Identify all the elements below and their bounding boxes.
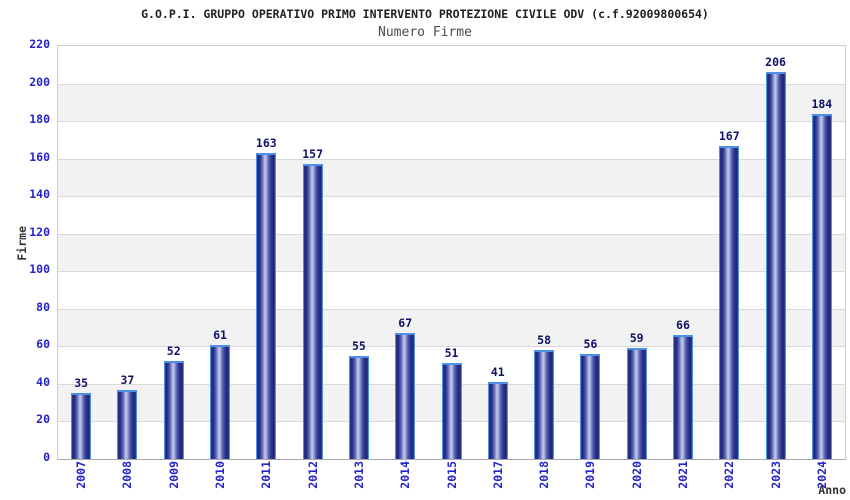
gridline xyxy=(58,121,845,123)
bar-2022 xyxy=(719,145,740,459)
bar-value-label: 163 xyxy=(255,136,277,151)
y-tick-label: 0 xyxy=(43,450,50,464)
bar-2009 xyxy=(163,361,184,459)
y-tick-label: 120 xyxy=(29,224,50,239)
chart-subtitle: Numero Firme xyxy=(378,25,472,40)
bar-2019 xyxy=(580,353,601,459)
y-tick-label: 100 xyxy=(29,262,50,277)
bar-2021 xyxy=(672,335,693,459)
bar-2008 xyxy=(117,389,138,459)
y-tick-label: 140 xyxy=(29,187,50,202)
y-tick-label: 160 xyxy=(29,149,50,164)
x-tick-label: 2008 xyxy=(120,461,135,489)
bar-2017 xyxy=(487,382,508,459)
bar-value-label: 206 xyxy=(765,55,786,70)
bar-2020 xyxy=(626,348,647,459)
y-tick-label: 220 xyxy=(29,37,50,51)
gridline xyxy=(58,346,845,348)
bar-2011 xyxy=(256,153,277,459)
x-axis-title: Anno xyxy=(818,483,846,497)
bar-2018 xyxy=(534,350,555,459)
x-tick-label: 2020 xyxy=(629,461,644,489)
bar-2007 xyxy=(71,393,92,459)
bar-value-label: 61 xyxy=(213,327,227,342)
gridline xyxy=(58,158,845,160)
x-tick-label: 2013 xyxy=(351,461,366,489)
x-tick-label: 2019 xyxy=(583,461,598,489)
bar-value-label: 167 xyxy=(718,128,740,143)
x-tick-label: 2010 xyxy=(213,461,228,489)
bar-value-label: 56 xyxy=(583,336,598,351)
bar-value-label: 35 xyxy=(74,376,89,391)
bar-2013 xyxy=(348,355,369,459)
chart-title: G.O.P.I. GRUPPO OPERATIVO PRIMO INTERVEN… xyxy=(141,7,709,21)
x-tick-label: 2009 xyxy=(166,461,181,489)
x-tick-label: 2014 xyxy=(398,461,413,489)
bar-2010 xyxy=(210,344,231,459)
gridline xyxy=(58,233,845,235)
bar-value-label: 184 xyxy=(811,96,833,111)
gridline xyxy=(58,271,845,273)
plot-area: 35 37 52 61 163 157 55 67 51 41 58 56 59 66 167 206 184 xyxy=(57,45,846,460)
bar-2015 xyxy=(441,363,462,459)
x-tick-label: 2021 xyxy=(675,461,690,489)
bar-2014 xyxy=(395,333,416,459)
gridline xyxy=(58,308,845,310)
bar-value-label: 157 xyxy=(302,147,323,162)
plot-band xyxy=(58,233,845,272)
y-tick-label: 200 xyxy=(29,74,50,89)
bar-2024 xyxy=(811,113,832,459)
bar-value-label: 37 xyxy=(120,372,135,387)
plot-band xyxy=(58,83,845,122)
x-tick-label: 2015 xyxy=(444,461,459,489)
x-tick-label: 2007 xyxy=(74,461,89,489)
bar-2012 xyxy=(302,164,323,459)
bar-value-label: 55 xyxy=(351,338,366,353)
bar-value-label: 51 xyxy=(444,346,459,361)
x-tick-label: 2017 xyxy=(490,461,505,489)
x-tick-label: 2018 xyxy=(537,461,552,489)
x-tick-label: 2022 xyxy=(722,461,737,489)
gridline xyxy=(58,196,845,198)
x-tick-label: 2012 xyxy=(305,461,320,489)
y-tick-label: 180 xyxy=(29,112,50,127)
bar-value-label: 67 xyxy=(398,316,413,331)
bar-value-label: 59 xyxy=(629,331,644,346)
bar-2023 xyxy=(765,72,786,459)
bar-value-label: 52 xyxy=(166,344,181,359)
plot-band xyxy=(58,308,845,347)
bar-value-label: 41 xyxy=(490,365,505,380)
plot-band xyxy=(58,158,845,197)
bar-value-label: 66 xyxy=(676,318,690,333)
y-tick-label: 60 xyxy=(36,337,50,352)
gridline xyxy=(58,83,845,85)
bar-value-label: 58 xyxy=(537,333,552,348)
y-tick-label: 40 xyxy=(36,374,50,389)
y-tick-label: 80 xyxy=(36,299,50,314)
x-tick-label: 2023 xyxy=(768,461,783,489)
x-tick-label: 2011 xyxy=(259,461,274,489)
y-tick-label: 20 xyxy=(36,412,50,427)
